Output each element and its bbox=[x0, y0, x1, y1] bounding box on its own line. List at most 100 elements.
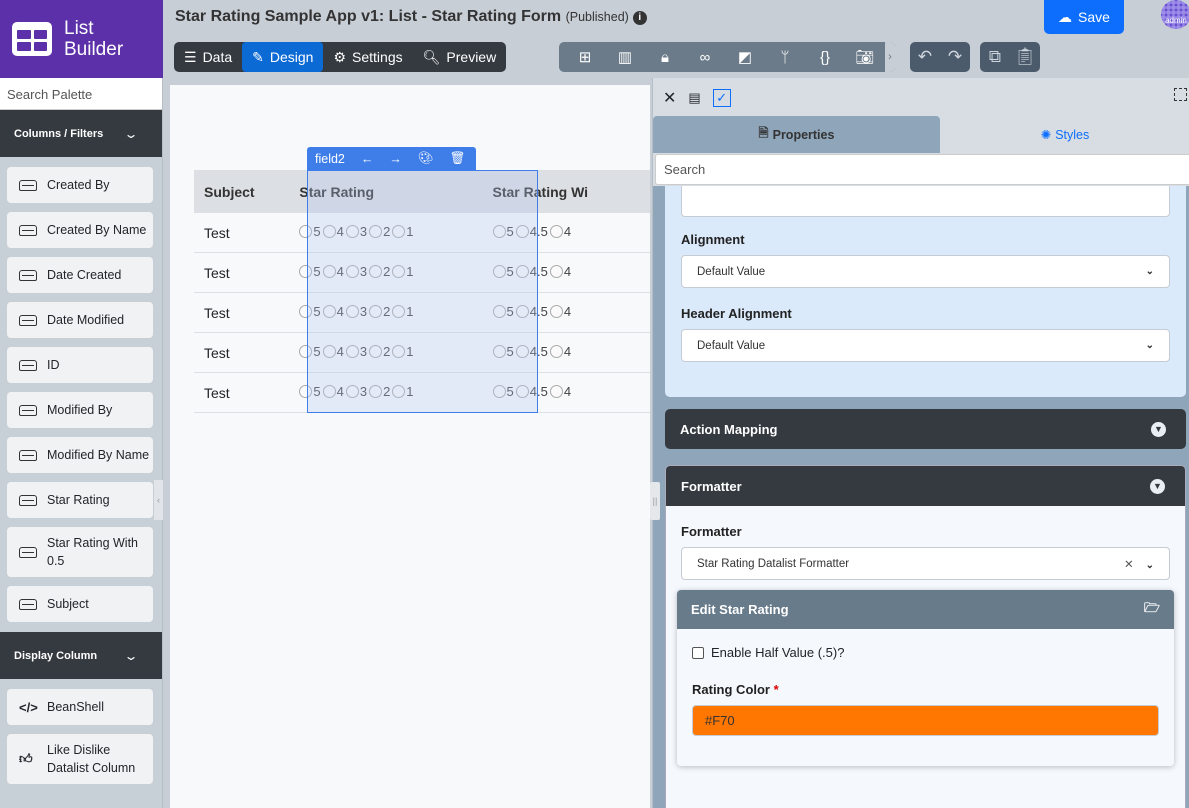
rating-radio[interactable]: 4.5 bbox=[515, 304, 548, 319]
palette-item[interactable]: Date Modified bbox=[7, 302, 153, 338]
rating-radio[interactable]: 5 bbox=[492, 304, 514, 319]
palette-item[interactable]: Created By Name bbox=[7, 212, 153, 248]
rating-radio[interactable]: 4 bbox=[322, 344, 344, 359]
radio-icon[interactable] bbox=[299, 345, 313, 358]
move-right-icon[interactable]: → bbox=[389, 151, 402, 166]
rating-radio[interactable]: 4 bbox=[549, 264, 571, 279]
palette-item[interactable]: Modified By Name bbox=[7, 437, 153, 473]
radio-icon[interactable] bbox=[369, 305, 383, 318]
chevron-right-icon[interactable]: › bbox=[885, 42, 895, 72]
palette-item[interactable]: Star Rating bbox=[7, 482, 153, 518]
rating-radio[interactable]: 4 bbox=[322, 224, 344, 239]
palette-item[interactable]: Created By bbox=[7, 167, 153, 203]
properties-search-input[interactable]: Search bbox=[655, 154, 1189, 185]
rating-radio[interactable]: 3 bbox=[345, 304, 367, 319]
formatter-select[interactable]: Star Rating Datalist Formatter ✕ ⌄ bbox=[681, 547, 1170, 580]
radio-icon[interactable] bbox=[549, 225, 563, 238]
rating-radio[interactable]: 2 bbox=[369, 304, 390, 319]
radio-icon[interactable] bbox=[392, 265, 406, 278]
rating-radio[interactable]: 4 bbox=[549, 344, 571, 359]
rating-radio[interactable]: 4 bbox=[549, 304, 571, 319]
tab-data[interactable]: ☰ Data bbox=[174, 42, 242, 72]
header-alignment-select[interactable]: Default Value ⌄ bbox=[681, 329, 1170, 362]
rating-radio[interactable]: 5 bbox=[492, 344, 514, 359]
radio-icon[interactable] bbox=[549, 345, 563, 358]
rating-radio[interactable]: 3 bbox=[345, 384, 367, 399]
rating-radio[interactable]: 2 bbox=[369, 224, 390, 239]
info-icon[interactable]: i bbox=[632, 11, 647, 25]
rating-radio[interactable]: 1 bbox=[392, 384, 414, 399]
section-header-1[interactable]: Display Column ⌄ bbox=[0, 632, 162, 679]
camera-icon[interactable]: 📷︎ bbox=[855, 49, 875, 66]
rating-radio[interactable]: 2 bbox=[369, 264, 390, 279]
radio-icon[interactable] bbox=[392, 225, 406, 238]
radio-icon[interactable] bbox=[492, 385, 506, 398]
trash-icon[interactable]: 🗑︎ bbox=[449, 151, 466, 165]
rating-radio[interactable]: 4 bbox=[322, 384, 344, 399]
radio-icon[interactable] bbox=[492, 265, 506, 278]
radio-icon[interactable] bbox=[369, 385, 383, 398]
rating-radio[interactable]: 4.5 bbox=[515, 344, 548, 359]
palette-item[interactable]: Star Rating With 0.5 bbox=[7, 527, 153, 577]
radio-icon[interactable] bbox=[549, 385, 563, 398]
rating-radio[interactable]: 3 bbox=[345, 264, 367, 279]
radio-icon[interactable] bbox=[345, 385, 359, 398]
branch-icon[interactable]: ᛘ bbox=[780, 48, 790, 66]
rating-radio[interactable]: 4.5 bbox=[515, 224, 548, 239]
rating-radio[interactable]: 4 bbox=[322, 264, 344, 279]
window-icon[interactable]: ▤ bbox=[688, 90, 701, 105]
rating-radio[interactable]: 2 bbox=[369, 384, 390, 399]
radio-icon[interactable] bbox=[392, 345, 406, 358]
save-button[interactable]: ☁ Save bbox=[1044, 0, 1124, 34]
selected-column-outline[interactable] bbox=[307, 170, 538, 413]
radio-icon[interactable] bbox=[515, 265, 529, 278]
radio-icon[interactable] bbox=[515, 225, 529, 238]
radio-icon[interactable] bbox=[322, 345, 336, 358]
formatter-header[interactable]: Formatter ▼ bbox=[666, 466, 1185, 506]
sidebar-collapse-handle[interactable]: ‹ bbox=[154, 480, 163, 520]
redo-icon[interactable]: ↷ bbox=[947, 47, 963, 66]
rating-radio[interactable]: 5 bbox=[299, 304, 321, 319]
radio-icon[interactable] bbox=[515, 385, 529, 398]
close-icon[interactable]: ✕ bbox=[663, 90, 677, 107]
radio-icon[interactable] bbox=[515, 345, 529, 358]
rating-radio[interactable]: 4 bbox=[549, 224, 571, 239]
radio-icon[interactable] bbox=[515, 305, 529, 318]
apply-checkbox-icon[interactable]: ✓ bbox=[712, 89, 731, 107]
radio-icon[interactable] bbox=[369, 265, 383, 278]
avatar[interactable]: admin bbox=[1161, 0, 1189, 29]
undo-icon[interactable]: ↶ bbox=[917, 47, 933, 66]
translate-icon[interactable]: ◩ bbox=[737, 49, 753, 66]
rating-radio[interactable]: 4 bbox=[322, 304, 344, 319]
tab-properties[interactable]: 🗎 Properties bbox=[653, 116, 940, 153]
rating-radio[interactable]: 4 bbox=[549, 384, 571, 399]
radio-icon[interactable] bbox=[345, 305, 359, 318]
palette-item[interactable]: ID bbox=[7, 347, 153, 383]
tab-styles[interactable]: ✺ Styles bbox=[1040, 127, 1090, 143]
radio-icon[interactable] bbox=[345, 345, 359, 358]
rating-radio[interactable]: 5 bbox=[299, 224, 321, 239]
radio-icon[interactable] bbox=[492, 305, 506, 318]
move-left-icon[interactable]: ← bbox=[360, 151, 374, 166]
rating-radio[interactable]: 5 bbox=[299, 384, 321, 399]
radio-icon[interactable] bbox=[492, 225, 506, 238]
rating-radio[interactable]: 2 bbox=[369, 344, 390, 359]
folder-open-icon[interactable]: 🗁 bbox=[1143, 599, 1160, 615]
alignment-select[interactable]: Default Value ⌄ bbox=[681, 255, 1170, 288]
radio-icon[interactable] bbox=[299, 225, 313, 238]
palette-item[interactable]: Date Created bbox=[7, 257, 153, 293]
section-header-0[interactable]: Columns / Filters ⌄ bbox=[0, 110, 162, 157]
rating-radio[interactable]: 1 bbox=[392, 224, 414, 239]
code-braces-icon[interactable]: {} bbox=[819, 48, 831, 66]
tab-settings[interactable]: ⚙ Settings bbox=[323, 42, 412, 72]
palette-icon[interactable]: 🎨︎ bbox=[417, 151, 434, 165]
radio-icon[interactable] bbox=[345, 225, 359, 238]
lock-icon[interactable]: 🔒︎ bbox=[661, 48, 669, 66]
rating-radio[interactable]: 1 bbox=[392, 304, 414, 319]
binoculars-icon[interactable]: ∞ bbox=[699, 48, 711, 66]
palette-item[interactable]: 👍︎ Like Dislike Datalist Column bbox=[7, 734, 153, 784]
rating-color-input[interactable]: #F70 bbox=[692, 705, 1159, 736]
search-palette-input[interactable]: Search Palette bbox=[0, 78, 162, 110]
clear-icon[interactable]: ✕ bbox=[1123, 558, 1134, 571]
rating-radio[interactable]: 3 bbox=[345, 344, 367, 359]
